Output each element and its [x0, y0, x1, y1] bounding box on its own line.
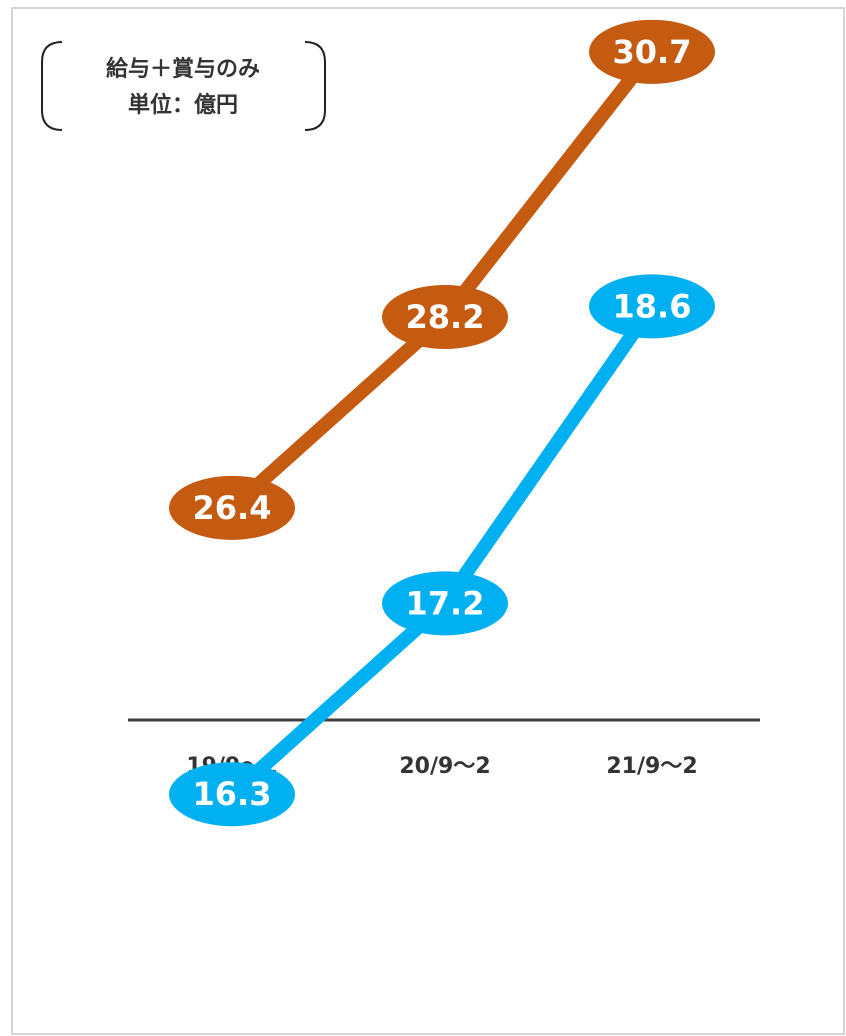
x-tick-label: 21/9〜2	[606, 754, 697, 779]
point	[169, 475, 295, 540]
value-label: 30.7	[613, 33, 692, 71]
line	[227, 47, 658, 514]
point	[589, 274, 715, 339]
annotation: 給与＋賞与のみ	[106, 56, 260, 82]
value-label: 28.2	[406, 298, 485, 336]
value-label: 16.3	[193, 775, 272, 813]
value-label: 26.4	[193, 489, 272, 527]
point	[382, 284, 508, 349]
x-tick-label: 20/9〜2	[399, 754, 490, 779]
point	[589, 19, 715, 84]
point	[382, 571, 508, 636]
frame	[11, 7, 845, 1035]
bracket-right	[304, 41, 326, 131]
bracket-left	[41, 41, 63, 131]
annotation: 単位：億円	[128, 92, 238, 118]
value-label: 17.2	[406, 584, 485, 622]
point	[169, 762, 295, 827]
value-label: 18.6	[613, 287, 692, 325]
